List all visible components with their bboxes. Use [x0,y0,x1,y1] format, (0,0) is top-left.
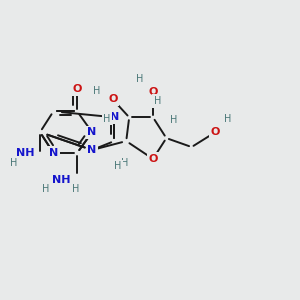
Text: H: H [114,161,121,171]
Text: H: H [121,158,128,168]
Text: N: N [87,127,97,137]
Text: NH: NH [52,175,70,185]
Text: N: N [87,145,97,155]
Text: H: H [136,74,143,84]
Text: O: O [73,84,82,94]
Text: O: O [148,87,158,97]
Text: N: N [49,148,58,158]
Text: H: H [170,115,178,125]
Text: H: H [154,96,161,106]
Text: NH: NH [16,148,34,158]
Text: H: H [42,184,50,194]
Text: H: H [72,184,80,194]
Text: H: H [93,85,100,96]
Text: N: N [110,112,119,122]
Text: H: H [10,158,18,168]
Text: O: O [148,154,158,164]
Text: H: H [103,114,111,124]
Text: O: O [211,127,220,137]
Text: H: H [224,114,231,124]
Text: O: O [108,94,118,104]
